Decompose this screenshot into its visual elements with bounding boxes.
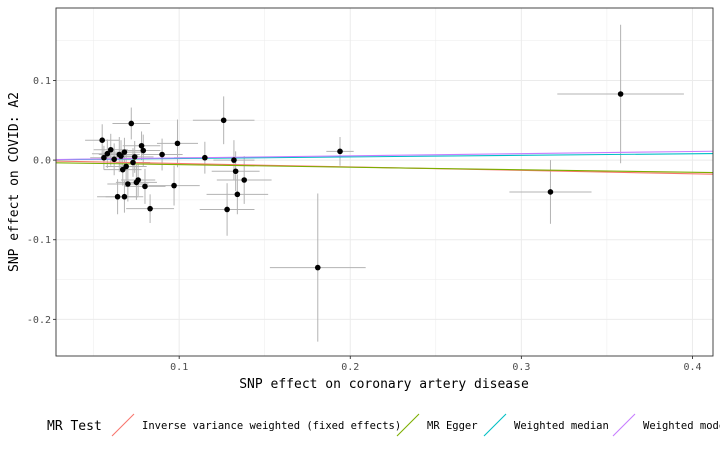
- data-point: [101, 154, 107, 161]
- panel-border: [55, 7, 714, 357]
- legend-key: [612, 413, 636, 437]
- data-point: [159, 151, 165, 158]
- data-point: [142, 183, 148, 190]
- data-point: [138, 142, 145, 149]
- fit-lines: [55, 150, 714, 175]
- legend-label: Inverse variance weighted (fixed effects…: [142, 420, 401, 432]
- data-point: [617, 91, 624, 97]
- y-tick-label: -0.1: [27, 235, 51, 246]
- data-point: [231, 157, 237, 163]
- data-point: [121, 193, 128, 200]
- data-point: [224, 206, 230, 213]
- data-point: [234, 191, 241, 198]
- legend-key: [483, 413, 507, 437]
- legend-label: Weighted median: [514, 420, 609, 432]
- legend-key: [396, 413, 420, 437]
- x-axis-title: SNP effect on coronary artery disease: [239, 377, 529, 392]
- plot-panel: [56, 8, 713, 356]
- gridlines: [56, 8, 713, 356]
- data-point: [104, 150, 111, 157]
- x-tick-label: 0.4: [683, 362, 701, 373]
- data-point: [202, 154, 208, 161]
- y-tick-label: 0.1: [33, 76, 51, 87]
- data-point: [107, 146, 114, 153]
- data-point: [140, 147, 147, 154]
- data-point: [128, 120, 135, 127]
- legend-title: MR Test: [47, 419, 102, 434]
- x-tick-label: 0.3: [512, 362, 530, 373]
- data-point: [114, 193, 121, 200]
- fit-line: [55, 150, 714, 161]
- fit-line: [55, 162, 714, 174]
- data-point: [123, 163, 129, 170]
- legend-label: MR Egger: [427, 420, 478, 432]
- data-point: [314, 264, 321, 271]
- data-point: [220, 117, 227, 124]
- data-points: [99, 91, 624, 271]
- data-point: [131, 154, 138, 160]
- data-point: [130, 159, 136, 166]
- data-point: [241, 177, 248, 183]
- data-point: [337, 148, 343, 155]
- data-point: [547, 189, 554, 195]
- data-point: [121, 149, 128, 155]
- x-tick-label: 0.2: [341, 362, 359, 373]
- data-point: [111, 156, 117, 163]
- y-axis-ticks: -0.2 -0.1 0.0 0.1: [27, 76, 56, 326]
- data-point: [125, 181, 131, 187]
- y-tick-label: 0.0: [33, 156, 51, 167]
- legend: MR Test Inverse variance weighted (fixed…: [47, 413, 720, 437]
- data-point: [147, 205, 153, 212]
- data-point: [99, 137, 105, 143]
- y-axis-title: SNP effect on COVID: A2: [7, 92, 22, 272]
- data-point: [135, 177, 141, 183]
- legend-label: Weighted mode: [643, 420, 720, 432]
- data-point: [232, 168, 239, 175]
- y-tick-label: -0.2: [27, 315, 51, 326]
- data-point: [118, 153, 124, 159]
- x-tick-label: 0.1: [170, 362, 188, 373]
- data-point: [174, 140, 181, 147]
- data-point: [171, 182, 177, 189]
- x-axis-ticks: 0.1 0.2 0.3 0.4: [170, 356, 702, 373]
- legend-key: [111, 413, 135, 437]
